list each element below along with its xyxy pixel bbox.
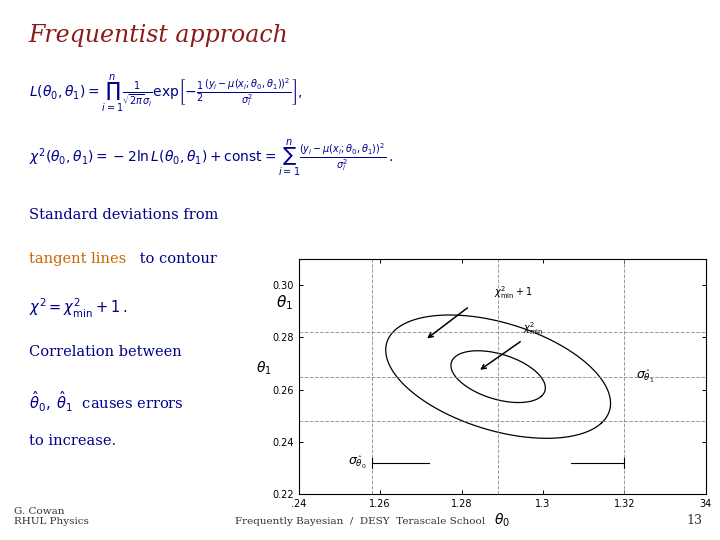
Text: Correlation between: Correlation between (29, 345, 181, 359)
Text: G. Cowan
RHUL Physics: G. Cowan RHUL Physics (14, 507, 89, 526)
Text: tangent lines: tangent lines (29, 252, 126, 266)
Text: $\sigma_{\hat{\theta}_0}$: $\sigma_{\hat{\theta}_0}$ (348, 455, 366, 471)
Text: to contour: to contour (135, 252, 217, 266)
Text: $\chi^2(\theta_0,\theta_1) = -2\ln L(\theta_0,\theta_1)+\mathrm{const} = \sum_{i: $\chi^2(\theta_0,\theta_1) = -2\ln L(\th… (29, 138, 393, 179)
Text: $L(\theta_0, \theta_1) = \prod_{i=1}^{n} \frac{1}{\sqrt{2\pi}\sigma_i}\exp\!\lef: $L(\theta_0, \theta_1) = \prod_{i=1}^{n}… (29, 73, 302, 115)
Text: 13: 13 (686, 514, 702, 526)
Text: $\chi^2_{\min}$: $\chi^2_{\min}$ (523, 320, 543, 338)
Text: $\theta_1$: $\theta_1$ (276, 293, 294, 312)
Text: to increase.: to increase. (29, 434, 116, 448)
Text: Frequently Bayesian  /  DESY  Terascale School: Frequently Bayesian / DESY Terascale Sch… (235, 517, 485, 526)
Y-axis label: $\theta_1$: $\theta_1$ (256, 359, 272, 377)
Text: Frequentist approach: Frequentist approach (29, 24, 289, 48)
X-axis label: $\theta_0$: $\theta_0$ (494, 512, 510, 529)
Text: $\chi^2 = \chi^2_{\min} + 1\,.$: $\chi^2 = \chi^2_{\min} + 1\,.$ (29, 296, 127, 320)
Text: Standard deviations from: Standard deviations from (29, 208, 218, 222)
Text: $\sigma_{\hat{\theta}_1}$: $\sigma_{\hat{\theta}_1}$ (636, 369, 655, 384)
Text: $\hat{\theta}_0,\; \hat{\theta}_1$  causes errors: $\hat{\theta}_0,\; \hat{\theta}_1$ cause… (29, 389, 184, 414)
Text: $\chi^2_{\min}+1$: $\chi^2_{\min}+1$ (494, 284, 533, 301)
